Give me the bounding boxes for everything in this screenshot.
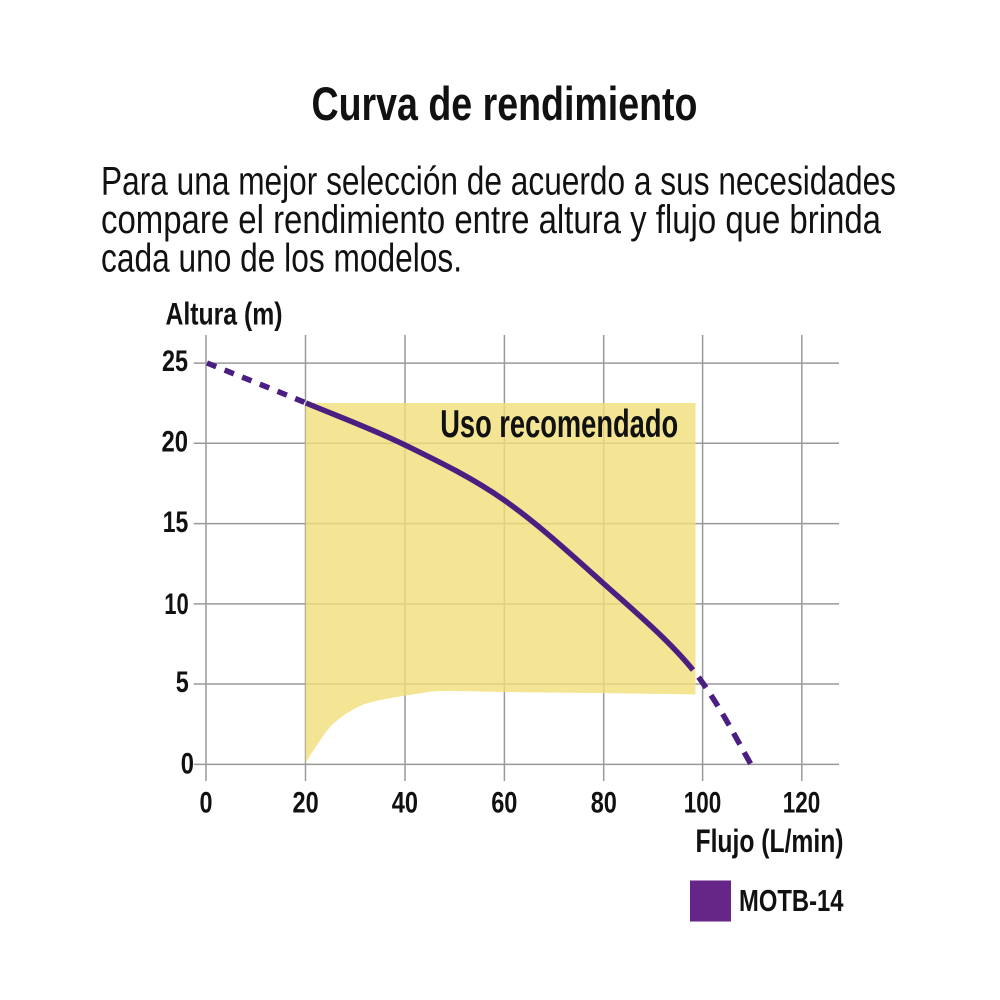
svg-text:100: 100	[684, 787, 722, 820]
svg-text:80: 80	[591, 787, 617, 820]
svg-text:0: 0	[181, 748, 194, 781]
svg-text:0: 0	[200, 787, 213, 820]
svg-text:25: 25	[162, 345, 188, 378]
svg-text:15: 15	[163, 506, 189, 539]
svg-text:cada uno de los modelos.: cada uno de los modelos.	[101, 236, 462, 280]
svg-text:MOTB-14: MOTB-14	[739, 883, 844, 918]
svg-text:Curva de rendimiento: Curva de rendimiento	[312, 78, 698, 131]
svg-text:20: 20	[162, 426, 189, 459]
svg-text:10: 10	[164, 588, 189, 621]
svg-text:Altura (m): Altura (m)	[166, 295, 283, 331]
svg-text:20: 20	[293, 787, 319, 820]
svg-text:Uso recomendado: Uso recomendado	[440, 403, 678, 446]
svg-text:40: 40	[392, 787, 418, 820]
svg-text:5: 5	[176, 666, 189, 699]
svg-text:Flujo (L/min): Flujo (L/min)	[696, 823, 844, 859]
svg-text:120: 120	[783, 787, 821, 820]
svg-text:60: 60	[491, 787, 517, 820]
svg-text:compare el rendimiento entre a: compare el rendimiento entre altura y fl…	[101, 198, 881, 242]
svg-text:Para una mejor selección de ac: Para una mejor selección de acuerdo a su…	[101, 159, 896, 203]
